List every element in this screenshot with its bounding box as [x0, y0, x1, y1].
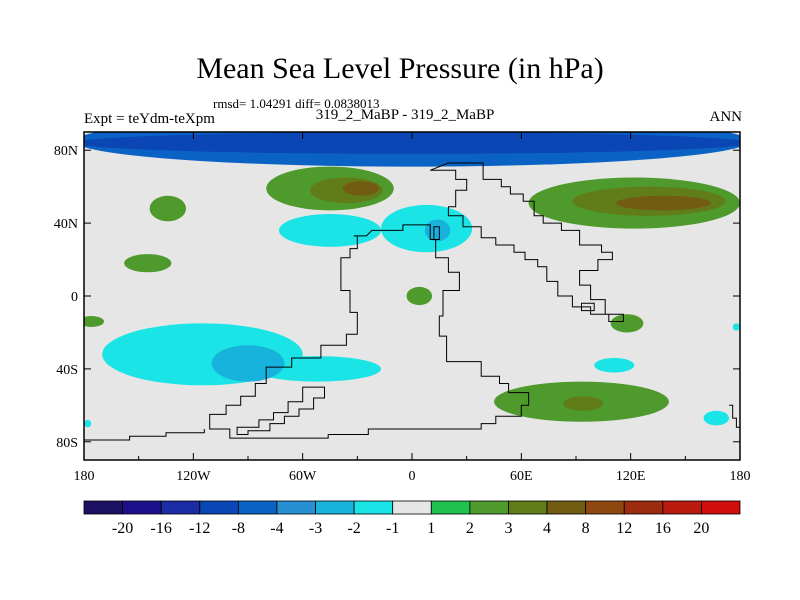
south-atlantic-low-core-contour: [211, 345, 285, 382]
colorbar-label: 16: [655, 520, 671, 537]
south-atlantic-low-extension-contour: [253, 356, 382, 382]
stats-line: rmsd= 1.04291 diff= 0.0838013: [213, 96, 380, 111]
colorbar-label: -2: [347, 520, 360, 537]
colorbar-label: 2: [466, 520, 474, 537]
colorbar-label: -3: [309, 520, 322, 537]
y-tick-label: 80N: [54, 144, 78, 159]
colorbar-label: 3: [504, 520, 512, 537]
colorbar-label: -12: [189, 520, 210, 537]
experiment-label: Expt = teYdm-teXpm: [84, 111, 215, 127]
arctic-band-inner-contour: [84, 132, 740, 154]
x-tick-label: 60E: [510, 469, 533, 484]
colorbar-swatch: [315, 500, 355, 515]
equatorial-east-cell-contour: [84, 316, 105, 327]
colorbar-swatch: [469, 500, 509, 515]
x-tick-label: 60W: [289, 469, 317, 484]
colorbar-swatch: [353, 500, 394, 515]
colorbar-label: -8: [232, 520, 245, 537]
colorbar-swatch: [276, 500, 316, 515]
colorbar-label: 1: [427, 520, 435, 537]
pressure-field: [84, 132, 740, 428]
far-southeast-low-contour: [703, 410, 730, 426]
northeast-pacific-cell-contour: [149, 195, 187, 222]
coastlines: [84, 162, 740, 441]
colorbar-swatch: [160, 500, 201, 515]
coastline-6: [729, 404, 740, 428]
colorbar-label: -1: [386, 520, 399, 537]
colorbar-label: -4: [270, 520, 283, 537]
europe-low-core-contour: [424, 219, 451, 242]
coastline-5: [84, 429, 205, 441]
colorbar-label: -16: [151, 520, 172, 537]
colorbar-swatch: [430, 500, 471, 515]
colorbar-label: -20: [112, 520, 133, 537]
coastline-3: [581, 302, 595, 312]
indian-ocean-high-core-contour: [563, 396, 604, 411]
colorbar-swatch: [701, 500, 741, 515]
far-east-lowlet-contour: [732, 323, 740, 331]
colorbar-swatch: [83, 500, 123, 515]
subtropical-cell-west-contour: [124, 254, 172, 273]
colorbar-swatch: [623, 500, 664, 515]
colorbar-label: 12: [616, 520, 632, 537]
y-tick-label: 40N: [54, 217, 78, 232]
colorbar-swatch: [237, 500, 278, 515]
colorbar-swatch: [199, 500, 239, 515]
x-tick-label: 180: [730, 469, 751, 484]
colorbar-label: 8: [582, 520, 590, 537]
africa-high-contour: [406, 286, 433, 306]
mediterranean-low-contour: [278, 214, 382, 247]
y-tick-label: 80S: [56, 436, 78, 451]
y-tick-label: 0: [71, 290, 78, 305]
page-title: Mean Sea Level Pressure (in hPa): [196, 52, 604, 85]
coastline-1: [209, 224, 530, 439]
subtitle: 319_2_MaBP - 319_2_MaBP: [315, 107, 495, 123]
colorbar-swatch: [546, 500, 587, 515]
colorbar-label: 4: [543, 520, 551, 537]
x-tick-label: 120W: [176, 469, 211, 484]
season-label: ANN: [709, 109, 743, 125]
axes: 180 120W 60W 0 60E 120E 180 80N 40N 0 40S 80S: [54, 132, 751, 484]
coastline-2: [236, 386, 325, 435]
coastline-0: [430, 162, 624, 322]
colorbar-swatch: [662, 500, 702, 515]
y-tick-label: 40S: [56, 363, 78, 378]
colorbar-swatch: [392, 500, 432, 515]
east-cell-contour: [610, 314, 644, 333]
x-tick-label: 0: [409, 469, 416, 484]
colorbar-swatch: [508, 500, 548, 515]
north-pacific-high-peak-contour: [616, 195, 711, 211]
southeast-low-contour: [594, 357, 635, 373]
x-tick-label: 180: [74, 469, 95, 484]
coastline-4: [433, 226, 440, 240]
x-tick-label: 120E: [616, 469, 646, 484]
far-southwest-low-contour: [84, 419, 92, 428]
colorbar-swatch: [585, 500, 625, 515]
north-atlantic-high-peak-contour: [342, 181, 380, 196]
colorbar-label: 20: [693, 520, 709, 537]
colorbar-swatch: [122, 500, 162, 515]
colorbar: -20 -16 -12 -8 -4 -3 -2 -1 1 2 3 4 8 12 16 20: [83, 500, 741, 537]
